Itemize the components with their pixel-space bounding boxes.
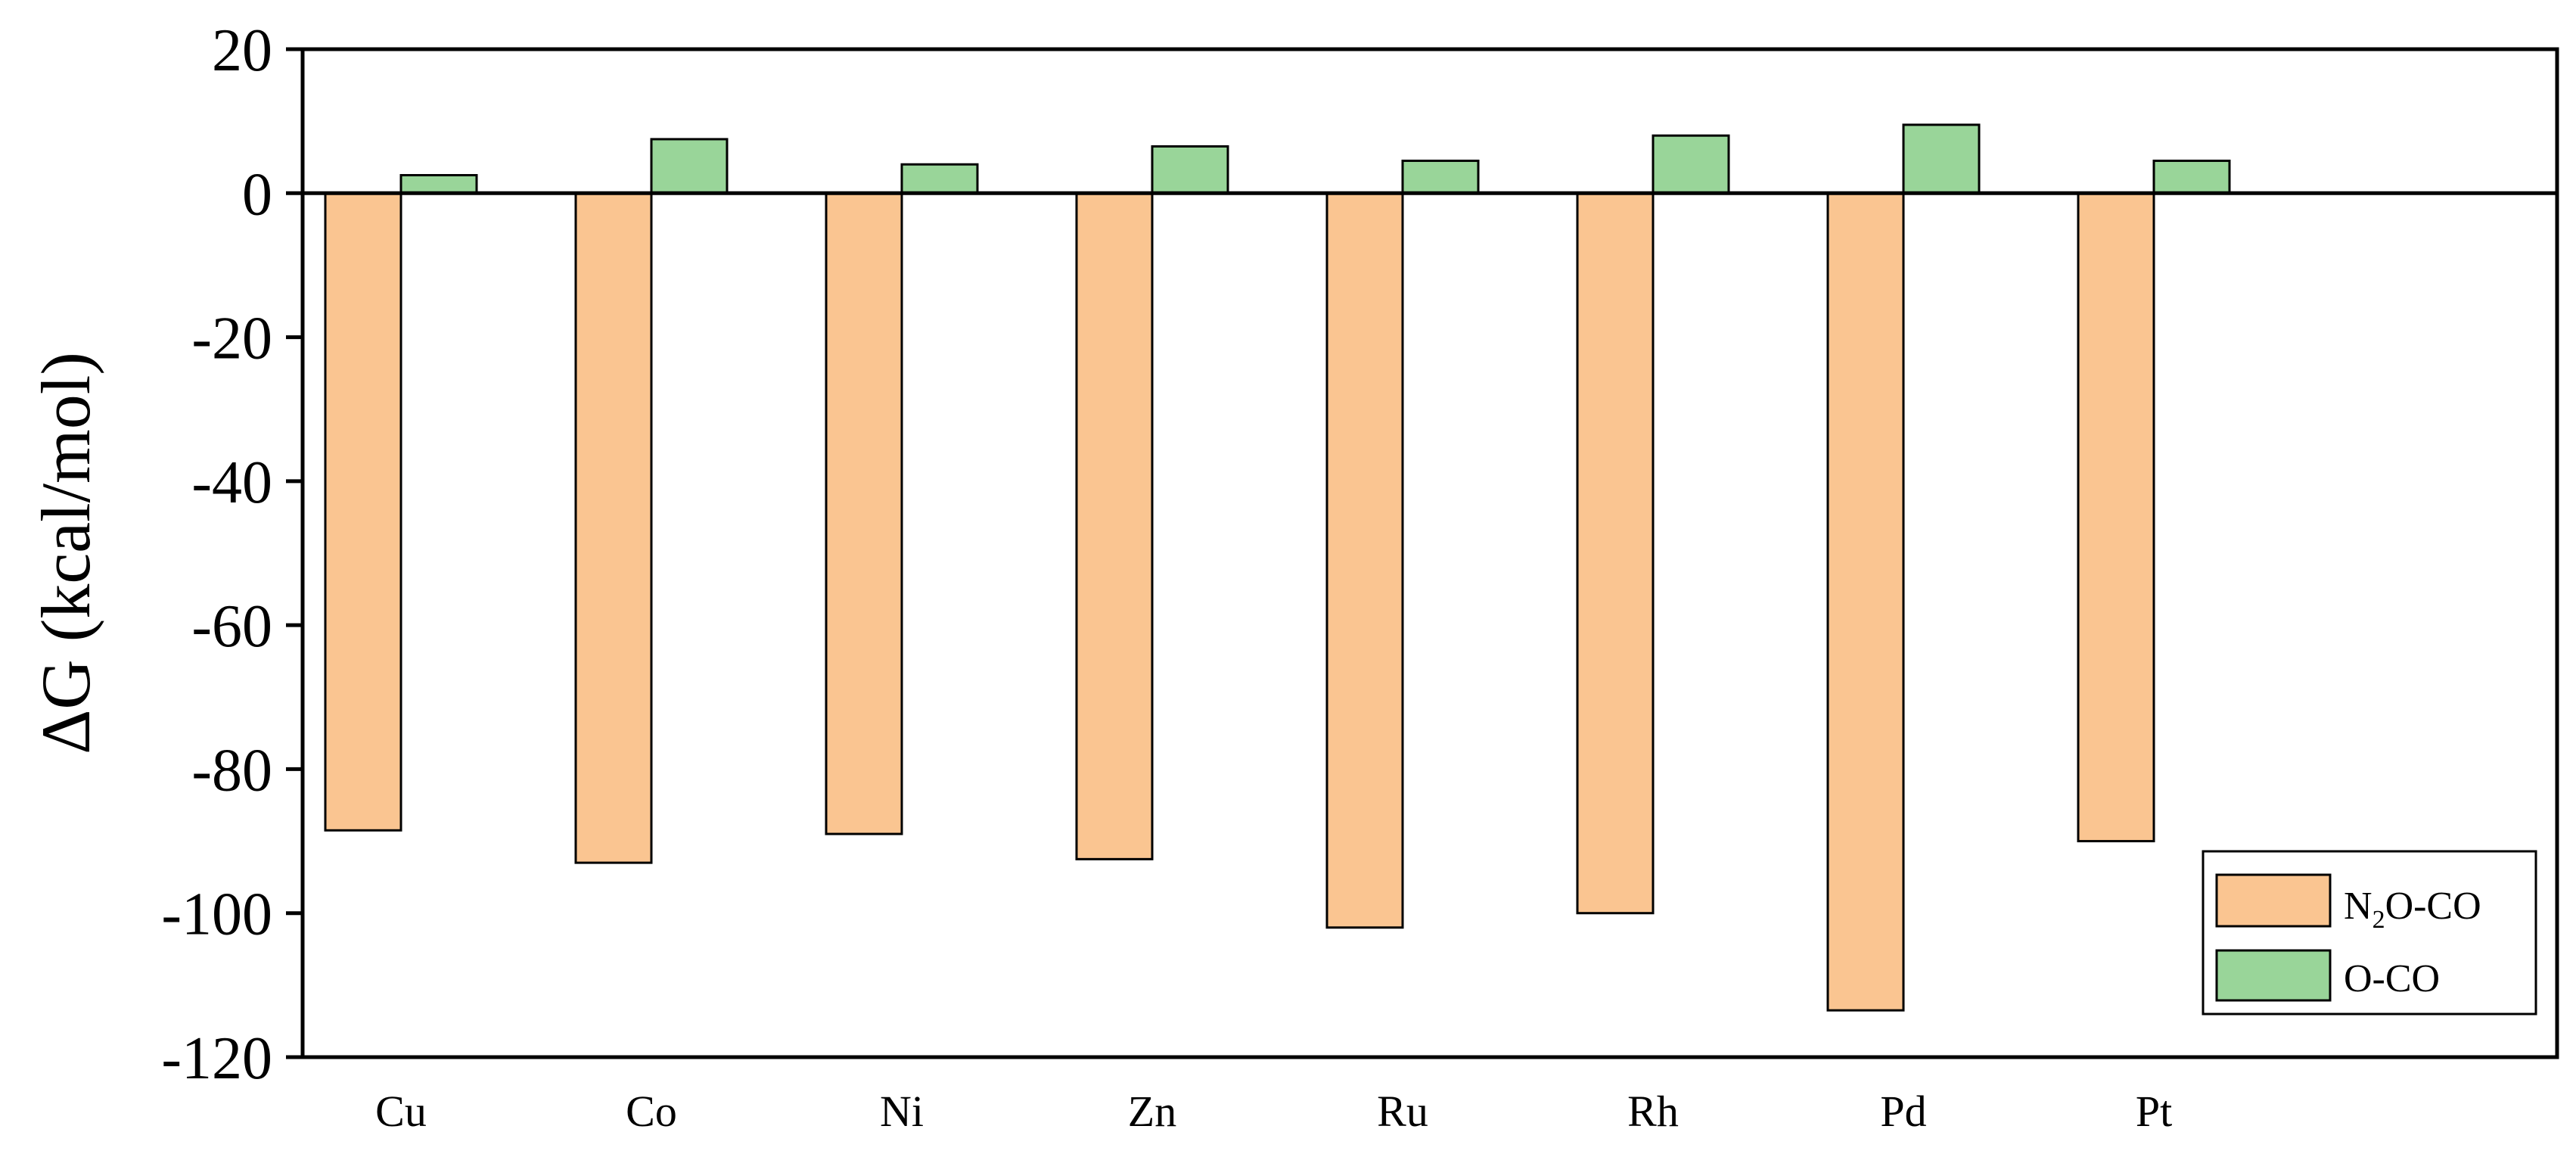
bar-n2o-co-ni <box>825 191 903 835</box>
x-tick-label: Rh <box>1627 1087 1679 1136</box>
y-tick-label: -60 <box>191 593 272 660</box>
bar-n2o-co-zn <box>1075 191 1154 860</box>
x-tick-label: Co <box>626 1087 677 1136</box>
bar-n2o-co-cu <box>324 191 402 832</box>
legend-swatch-o-co <box>2215 949 2332 1002</box>
x-tick-label: Ni <box>880 1087 924 1136</box>
x-tick-label: Ru <box>1377 1087 1428 1136</box>
bar-n2o-co-pt <box>2077 191 2155 843</box>
bar-o-co-rh <box>1652 134 1730 194</box>
y-axis-title: ΔG (kcal/mol) <box>27 352 104 754</box>
x-tick-label: Zn <box>1128 1087 1176 1136</box>
legend-label-o-co: O-CO <box>2344 957 2440 1000</box>
bar-n2o-co-ru <box>1325 191 1404 929</box>
bars-group <box>324 123 2231 1012</box>
x-axis: Cu Co Ni Zn Ru Rh Pd Pt <box>375 1087 2172 1136</box>
bar-o-co-co <box>650 138 729 194</box>
y-tick-label: 0 <box>242 161 272 228</box>
y-axis: 20 0 -20 -40 -60 -80 -100 -120 <box>161 17 303 1092</box>
y-tick-label: -80 <box>191 737 272 804</box>
bar-o-co-ni <box>900 163 979 194</box>
plot-frame <box>300 47 2559 1059</box>
bar-n2o-co-co <box>574 191 653 864</box>
y-tick-label: -120 <box>161 1025 272 1092</box>
legend-label-n2o-co: N2O-CO <box>2344 885 2481 934</box>
x-tick-label: Cu <box>375 1087 427 1136</box>
y-tick-label: -40 <box>191 449 272 516</box>
y-tick-label: -20 <box>191 306 272 372</box>
bar-o-co-cu <box>399 174 478 194</box>
bar-o-co-pd <box>1902 123 1981 194</box>
bar-n2o-co-rh <box>1576 191 1655 915</box>
bar-n2o-co-pd <box>1826 191 1905 1012</box>
x-tick-label: Pd <box>1880 1087 1926 1136</box>
legend-swatch-n2o-co <box>2215 873 2332 928</box>
x-tick-label: Pt <box>2136 1087 2172 1136</box>
bar-o-co-pt <box>2152 159 2231 194</box>
bar-o-co-ru <box>1401 159 1480 194</box>
legend: N2O-CO O-CO <box>2202 850 2537 1016</box>
bar-o-co-zn <box>1151 145 1229 194</box>
y-tick-label: -100 <box>161 882 272 948</box>
y-tick-label: 20 <box>212 17 272 84</box>
